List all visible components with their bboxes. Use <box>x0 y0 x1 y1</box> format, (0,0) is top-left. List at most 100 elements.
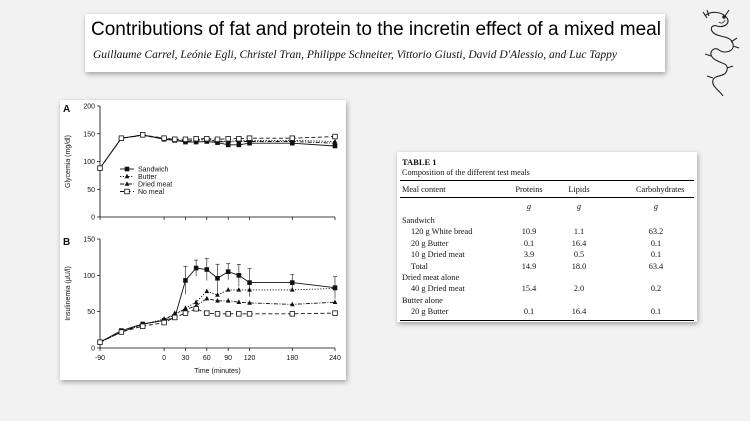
panel-a-point <box>193 136 199 142</box>
panel-b-series-dried-meat <box>99 298 336 343</box>
legend-label-dried-meat: Dried meat <box>138 182 172 189</box>
legend-label-sandwich: Sandwich <box>138 167 168 174</box>
table-header-carbohydrates: Carbohydrates <box>636 185 685 194</box>
panel-b-point <box>289 301 295 307</box>
table-cell: 63.4 <box>648 261 664 271</box>
panel-b-letter: B <box>63 237 70 248</box>
panel-b-point <box>225 287 231 292</box>
table-unit-cell: g <box>576 202 582 211</box>
panel-b-point <box>172 314 178 321</box>
panel-a-point <box>332 133 338 140</box>
panel-b-point <box>204 310 210 316</box>
table-cell: 0.2 <box>650 284 662 294</box>
panel-b-point <box>225 311 231 317</box>
panel-b-point <box>225 297 231 303</box>
table-cell: 0.1 <box>650 238 662 248</box>
panel-b-point <box>247 300 252 305</box>
legend-marker <box>124 181 130 186</box>
table-caption: Composition of the different test meals <box>402 168 530 177</box>
table-top-rule <box>400 180 694 181</box>
table-unit-cell: g <box>653 202 659 211</box>
panel-a-point <box>225 142 231 148</box>
table-cell: 2.0 <box>573 284 585 294</box>
panel-a-ytick-label: 100 <box>83 159 95 166</box>
panel-b-point <box>236 287 242 292</box>
panel-a-point <box>161 135 167 141</box>
table-cell: 1.1 <box>573 227 585 237</box>
x-tick-label: -90 <box>95 355 105 362</box>
table-header-meal-content: Meal content <box>402 185 446 194</box>
panel-b-point <box>204 288 210 294</box>
table-cell: 10.9 <box>521 227 537 237</box>
table-header-lipids: Lipids <box>568 185 590 194</box>
panel-a-ytick-label: 200 <box>83 104 95 111</box>
panel-a-point <box>236 136 242 142</box>
legend-marker <box>124 166 130 172</box>
paper-title: Contributions of fat and protein to the … <box>91 19 661 40</box>
x-tick-label: 180 <box>286 355 298 362</box>
x-tick-label: 60 <box>203 355 211 362</box>
panel-b-point <box>236 311 242 317</box>
x-tick-label: 90 <box>224 355 232 362</box>
panel-a-point <box>172 136 178 142</box>
panel-a-point <box>182 136 189 142</box>
panel-a-point <box>236 142 242 148</box>
panel-a-point <box>225 136 231 142</box>
panel-b-point <box>215 292 220 297</box>
panel-b-point <box>140 323 146 329</box>
paper-authors: Guillaume Carrel, Leónie Egli, Christel … <box>93 49 617 61</box>
table-cell: 0.1 <box>650 307 662 317</box>
legend-label-butter: Butter <box>138 174 157 181</box>
legend-marker <box>124 173 130 179</box>
panel-b-point <box>183 306 188 312</box>
panel-b-series-no-meal <box>99 308 336 343</box>
panel-b-ytick-label: 100 <box>83 273 95 280</box>
panel-a-point <box>289 135 295 141</box>
panel-b-point <box>332 310 338 316</box>
table-row-label: 120 g White bread <box>411 227 473 237</box>
panel-b-point <box>193 306 199 312</box>
panel-a-ytick-label: 0 <box>91 215 95 222</box>
table-row-label: Sandwich <box>402 216 435 225</box>
table-row-label: Butter alone <box>402 295 443 305</box>
table-cell: 63.2 <box>648 227 664 237</box>
panel-a-point <box>214 136 221 142</box>
insulin-glucose-figure: 0 50 100 150 200 A Glycemia (mg/dl) 0 50 100 150 B I… <box>60 100 346 380</box>
table-row-label: Dried meat alone <box>402 273 460 282</box>
panel-a-point <box>225 139 231 144</box>
panel-b-point <box>332 299 338 305</box>
panel-a-ytick-label: 150 <box>83 131 95 138</box>
panel-b-point <box>246 311 253 317</box>
x-tick-label: 30 <box>182 355 190 362</box>
panel-b-point <box>118 329 125 335</box>
table-row-label: 20 g Butter <box>411 238 449 248</box>
panel-b-point <box>172 310 178 315</box>
table-row-label: 20 g Butter <box>411 307 449 317</box>
panel-a-point <box>140 132 146 138</box>
paper-title-card: Contributions of fat and protein to the … <box>85 14 665 72</box>
panel-a-ylabel: Glycemia (mg/dl) <box>65 135 72 188</box>
table-cell: 0.1 <box>523 307 535 317</box>
panel-a-point <box>289 138 295 144</box>
table-cell: 16.4 <box>571 238 587 248</box>
panel-b-ytick-label: 0 <box>91 346 95 353</box>
x-tick-label: 0 <box>162 355 166 362</box>
panel-b-point <box>215 297 220 303</box>
panel-b-series-butter <box>99 287 336 343</box>
table-1-card: TABLE 1 Composition of the different tes… <box>397 152 697 322</box>
panel-a-series-dried-meat <box>99 134 336 169</box>
x-tick-label: 240 <box>329 355 341 362</box>
table-bottom-rule <box>400 319 694 321</box>
sea-serpent-logo-icon <box>702 9 740 97</box>
panel-b-point <box>204 295 210 301</box>
panel-b-point <box>193 299 199 305</box>
table-header-proteins: Proteins <box>515 185 543 194</box>
panel-b-ylabel: Insulinemia (µU/l) <box>65 266 72 321</box>
panel-b-ytick-label: 50 <box>87 309 95 316</box>
legend-label-no-meal: No meal <box>138 189 165 196</box>
panel-a-letter: A <box>63 104 70 115</box>
panel-b-point <box>289 311 295 317</box>
panel-a-point <box>118 135 125 141</box>
time-course-chart: 0 50 100 150 200 A Glycemia (mg/dl) 0 50 100 150 B I… <box>63 104 341 376</box>
table-cell: 15.4 <box>521 284 537 294</box>
